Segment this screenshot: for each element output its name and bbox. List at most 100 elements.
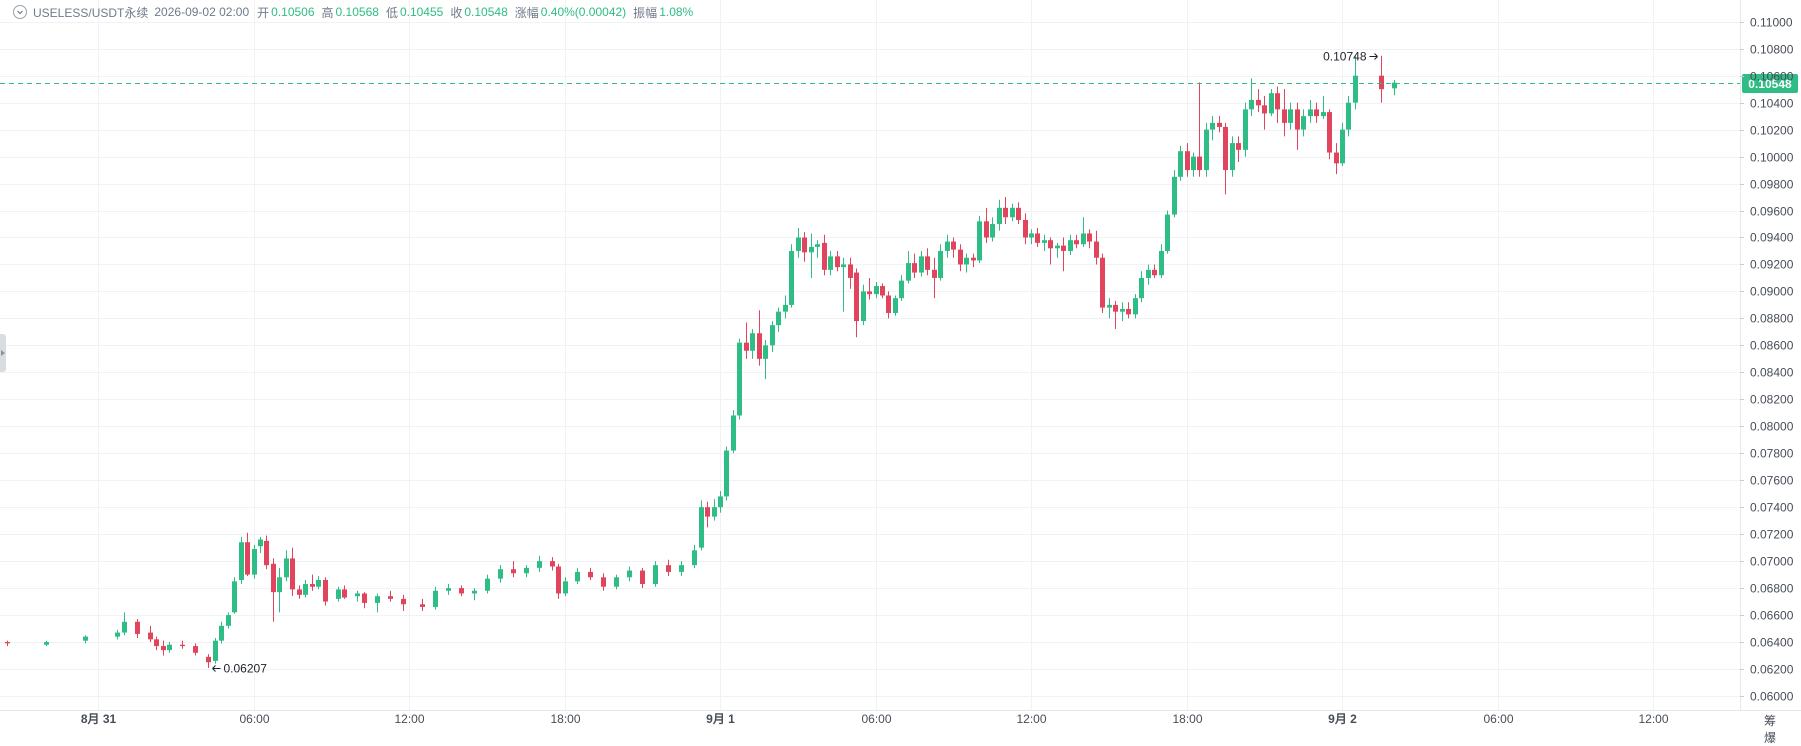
candle-up <box>1172 170 1177 218</box>
candle-body <box>213 640 218 661</box>
candle-body <box>679 565 684 572</box>
price-tick-label: 0.07000 <box>1750 555 1794 569</box>
candle-down <box>245 532 250 576</box>
candle-up <box>945 234 950 258</box>
candle-up <box>303 579 308 598</box>
candle-down <box>154 636 159 651</box>
candle-down <box>932 257 937 299</box>
candle-body <box>815 244 820 247</box>
candle-body <box>783 304 788 312</box>
candle-body <box>1321 112 1326 117</box>
chips-tool-button[interactable]: 筹 <box>1764 714 1777 728</box>
candle-up <box>841 257 846 312</box>
candle-down <box>984 207 989 243</box>
candle-body <box>997 207 1002 225</box>
candle-body <box>1029 233 1034 238</box>
candle-up <box>627 566 632 582</box>
candle-body <box>122 621 127 633</box>
candle-body <box>964 257 969 265</box>
candle-body <box>1282 109 1287 123</box>
candle-down <box>1152 264 1157 278</box>
candle-up <box>232 577 237 614</box>
candle-body <box>809 246 814 253</box>
candle-body <box>1042 240 1047 243</box>
candle-up <box>355 590 360 602</box>
candle-down <box>1295 102 1300 150</box>
candle-up <box>1055 242 1060 258</box>
candle-up <box>776 307 781 332</box>
candle-body <box>718 496 723 508</box>
candle-body <box>375 596 380 603</box>
candle-body <box>1346 102 1351 130</box>
candle-down <box>1327 109 1332 160</box>
candle-body <box>653 565 658 585</box>
candle-up <box>1191 152 1196 177</box>
candle-body <box>938 250 943 278</box>
candle-body <box>945 241 950 251</box>
candle-body <box>154 639 159 647</box>
candle-down <box>290 547 295 597</box>
candle-body <box>498 569 503 579</box>
candle-up <box>1010 203 1015 222</box>
bottom-right-tools: 筹 爆 <box>1764 712 1801 746</box>
candle-body <box>1016 207 1021 220</box>
price-tick-label: 0.09200 <box>1750 258 1794 272</box>
candle-body <box>1068 240 1073 251</box>
candle-body <box>822 242 827 270</box>
candle-up <box>874 281 879 299</box>
candle-body <box>712 507 717 517</box>
candle-body <box>919 256 924 273</box>
candle-up <box>712 499 717 521</box>
price-tick-label: 0.08800 <box>1750 312 1794 326</box>
high-marker-arrow <box>1369 53 1378 60</box>
candle-body <box>537 561 542 568</box>
candle-body <box>1295 109 1300 130</box>
candle-up <box>679 561 684 576</box>
candle-body <box>258 539 263 547</box>
candle-body <box>932 269 937 278</box>
expand-panel-handle[interactable] <box>0 334 6 372</box>
candle-body <box>277 577 282 593</box>
candle-body <box>640 570 645 585</box>
candle-up <box>1139 271 1144 303</box>
time-axis[interactable]: 8月 31 06:00 12:00 18:00 9月 1 06:00 12:00 18:00 9… <box>81 712 1669 726</box>
candle-up <box>861 284 866 326</box>
candle-up <box>1159 244 1164 278</box>
candle-body <box>1275 93 1280 110</box>
candle-down <box>925 248 930 276</box>
candle-up <box>1340 122 1345 167</box>
candle-up <box>575 567 580 585</box>
candle-down <box>310 574 315 591</box>
candle-up <box>990 217 995 242</box>
liquidation-tool-button[interactable]: 爆 <box>1764 731 1777 745</box>
collapse-toggle-icon[interactable] <box>13 5 27 19</box>
low-value: 0.10455 <box>399 5 444 19</box>
candle-up <box>336 586 341 602</box>
candle-body <box>724 450 729 497</box>
price-axis[interactable]: 0.06000 0.06200 0.06400 0.06600 0.06800 0.070… <box>1740 16 1794 704</box>
candle-down <box>1282 89 1287 137</box>
price-tick-label: 0.10200 <box>1750 124 1794 138</box>
candle-body <box>893 298 898 314</box>
price-tick-label: 0.09800 <box>1750 178 1794 192</box>
candle-down <box>1275 86 1280 123</box>
change-value: 0.40%(0.00042) <box>540 5 627 19</box>
candle-down <box>848 257 853 289</box>
candle-body <box>1003 207 1008 218</box>
candle-body <box>1327 112 1332 153</box>
candle-up <box>1204 122 1209 177</box>
candle-body <box>362 593 367 603</box>
candle-body <box>1230 143 1235 171</box>
candle-body <box>485 578 490 591</box>
candle-up <box>770 321 775 353</box>
candle-body <box>219 625 224 641</box>
candle-up <box>763 339 768 380</box>
candle-body <box>699 507 704 548</box>
candle-down <box>958 244 963 272</box>
candle-down <box>601 573 606 591</box>
candle-down <box>1185 143 1190 177</box>
candle-up <box>485 574 490 594</box>
candle-body <box>252 548 257 575</box>
